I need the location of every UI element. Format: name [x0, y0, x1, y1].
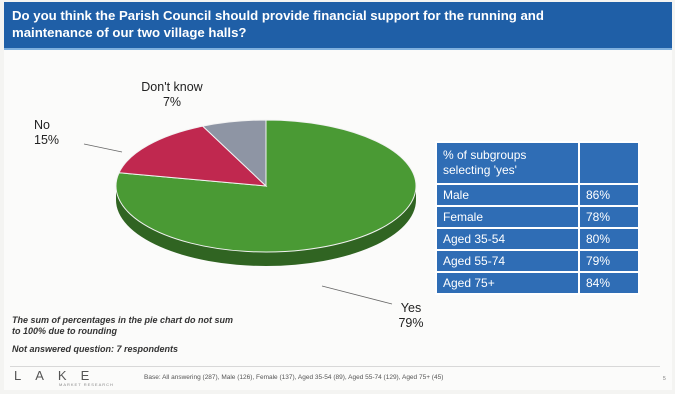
pie-chart: [83, 119, 417, 305]
slice-name-dont-know: Don't know: [141, 80, 203, 94]
subgroup-label: Aged 75+: [435, 271, 580, 295]
pie-side-yes: [116, 186, 416, 266]
slice-value-no: 15%: [34, 133, 60, 147]
slice-label-dont-know: Don't know 7%: [132, 80, 212, 110]
subgroup-header-label: % of subgroups selecting 'yes': [435, 141, 580, 185]
logo: LAKE: [14, 368, 104, 383]
subgroup-value: 80%: [578, 227, 640, 251]
subgroup-value: 78%: [578, 205, 640, 229]
subgroup-label: Female: [435, 205, 580, 229]
slice-label-yes: Yes 79%: [386, 301, 436, 331]
logo-subtitle: MARKET RESEARCH: [59, 382, 114, 387]
subgroup-table: % of subgroups selecting 'yes' Male 86% …: [435, 141, 640, 295]
rounding-note: The sum of percentages in the pie chart …: [12, 315, 234, 336]
slice-name-no: No: [34, 118, 50, 132]
slice-value-yes: 79%: [398, 316, 424, 330]
chart-title: Do you think the Parish Council should p…: [12, 8, 544, 40]
not-answered-note: Not answered question: 7 respondents: [12, 344, 179, 354]
table-row: Aged 55-74 79%: [435, 249, 640, 273]
leader-line-yes: [321, 285, 393, 305]
title-bar: Do you think the Parish Council should p…: [4, 2, 672, 50]
subgroup-label: Male: [435, 183, 580, 207]
slice-value-dont-know: 7%: [162, 95, 182, 109]
table-row: Male 86%: [435, 183, 640, 207]
pie-slice-don-t-know: [201, 119, 267, 188]
table-row: Female 78%: [435, 205, 640, 229]
pie-slice-no: [118, 125, 268, 187]
subgroup-label: Aged 35-54: [435, 227, 580, 251]
footer-divider: [10, 366, 660, 367]
slice-name-yes: Yes: [400, 301, 422, 315]
table-row: Aged 75+ 84%: [435, 271, 640, 295]
subgroup-table-header: % of subgroups selecting 'yes': [435, 141, 640, 185]
subgroup-label: Aged 55-74: [435, 249, 580, 273]
subgroup-value: 79%: [578, 249, 640, 273]
page-number: 5: [663, 376, 666, 382]
subgroup-value: 84%: [578, 271, 640, 295]
slice-label-no: No 15%: [34, 118, 84, 148]
pie-slice-yes: [115, 119, 417, 253]
subgroup-value: 86%: [578, 183, 640, 207]
slide: Do you think the Parish Council should p…: [4, 2, 672, 390]
base-note: Base: All answering (287), Male (126), F…: [144, 374, 444, 381]
leader-line-no: [83, 143, 123, 153]
subgroup-header-value: [578, 141, 640, 185]
table-row: Aged 35-54 80%: [435, 227, 640, 251]
